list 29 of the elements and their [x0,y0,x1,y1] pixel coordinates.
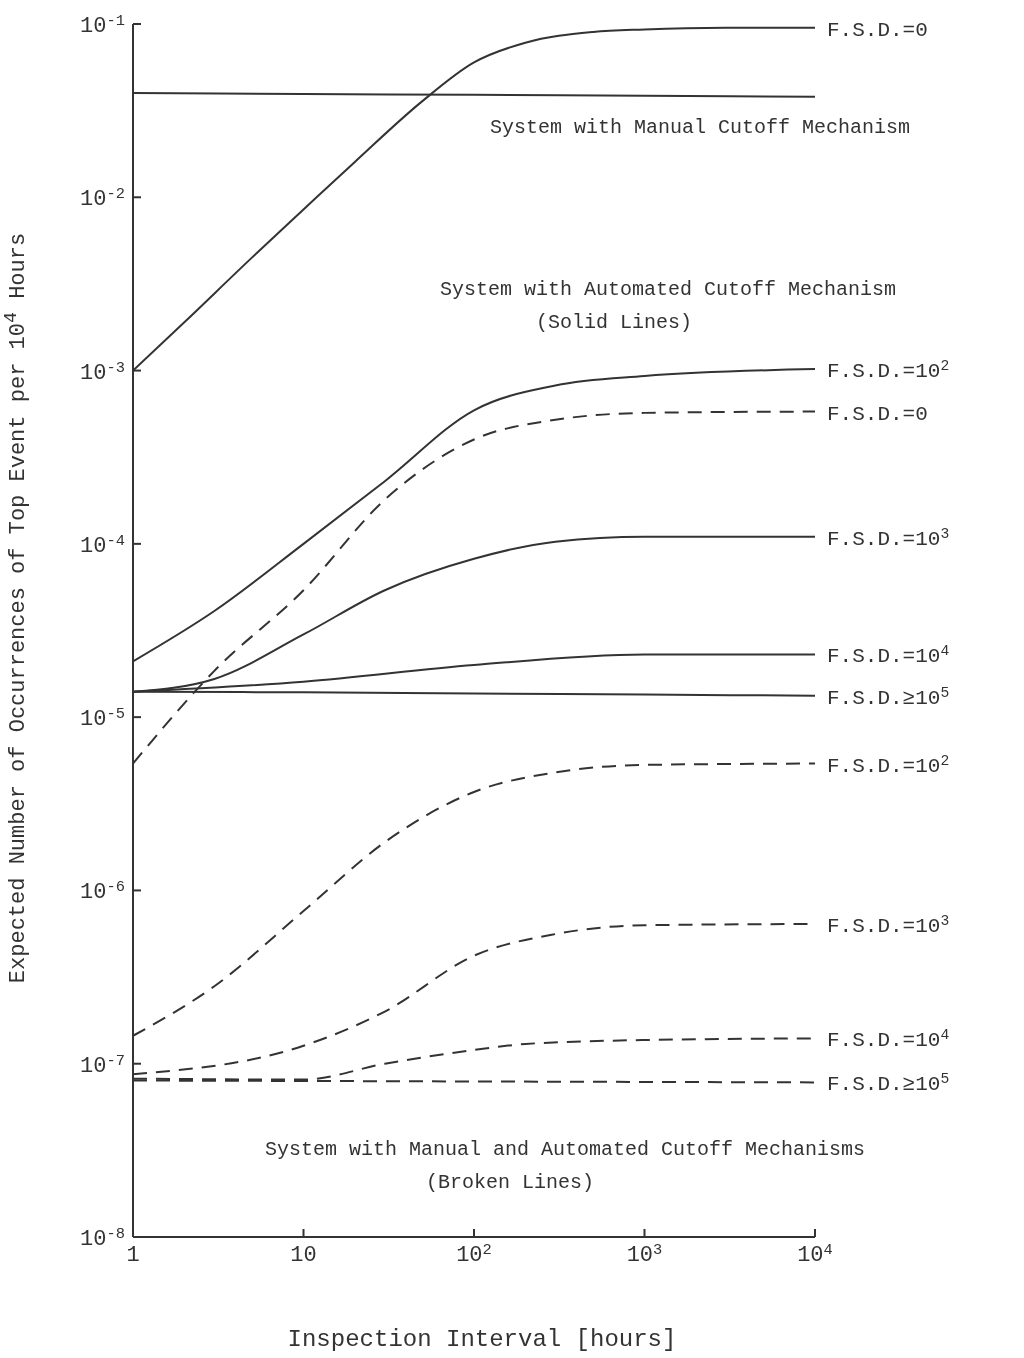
series-label: F.S.D.=0 [827,18,928,42]
y-tick-label: 10$^{-1}$ [80,12,125,39]
y-tick-label: 10$^{-6}$ [80,878,125,906]
annotation: System with Manual Cutoff Mechanism [489,116,911,139]
x-axis-title: Inspection Interval [hours] [287,1326,677,1353]
x-tick-label: 10 [290,1243,317,1268]
series-label: F.S.D.=0 [827,402,928,426]
series-label: F.S.D.=10$^{3}$ [827,913,950,939]
y-tick-label: 10$^{-3}$ [80,358,125,386]
x-tick-label: 1 [126,1243,140,1268]
series-label: F.S.D.=10$^{4}$ [827,1027,950,1053]
series-label: F.S.D.=10$^{3}$ [827,525,950,551]
series-label: F.S.D.=10$^{2}$ [827,358,950,384]
y-tick-label: 10$^{-2}$ [80,185,125,213]
y-tick-label: 10$^{-4}$ [80,532,125,559]
x-tick-label: 10$^{2}$ [456,1241,492,1268]
annotation: System with Manual and Automated Cutoff Mechanisms [264,1138,866,1161]
series-label: F.S.D.=10$^{2}$ [827,752,950,778]
x-tick-label: 10$^{4}$ [797,1241,833,1268]
y-tick-label: 10$^{-5}$ [80,705,125,733]
series-label: F.S.D.≥10$^{5}$ [827,684,950,710]
y-tick-label: 10$^{-7}$ [80,1051,125,1079]
annotation: (Solid Lines) [535,311,693,334]
annotation: (Broken Lines) [425,1171,595,1194]
annotation: System with Automated Cutoff Mechanism [439,278,897,301]
y-tick-label: 10$^{-8}$ [80,1225,125,1252]
series-label: F.S.D.≥10$^{5}$ [827,1071,950,1097]
x-tick-label: 10$^{3}$ [626,1241,663,1268]
series-label: F.S.D.=10$^{4}$ [827,643,950,669]
